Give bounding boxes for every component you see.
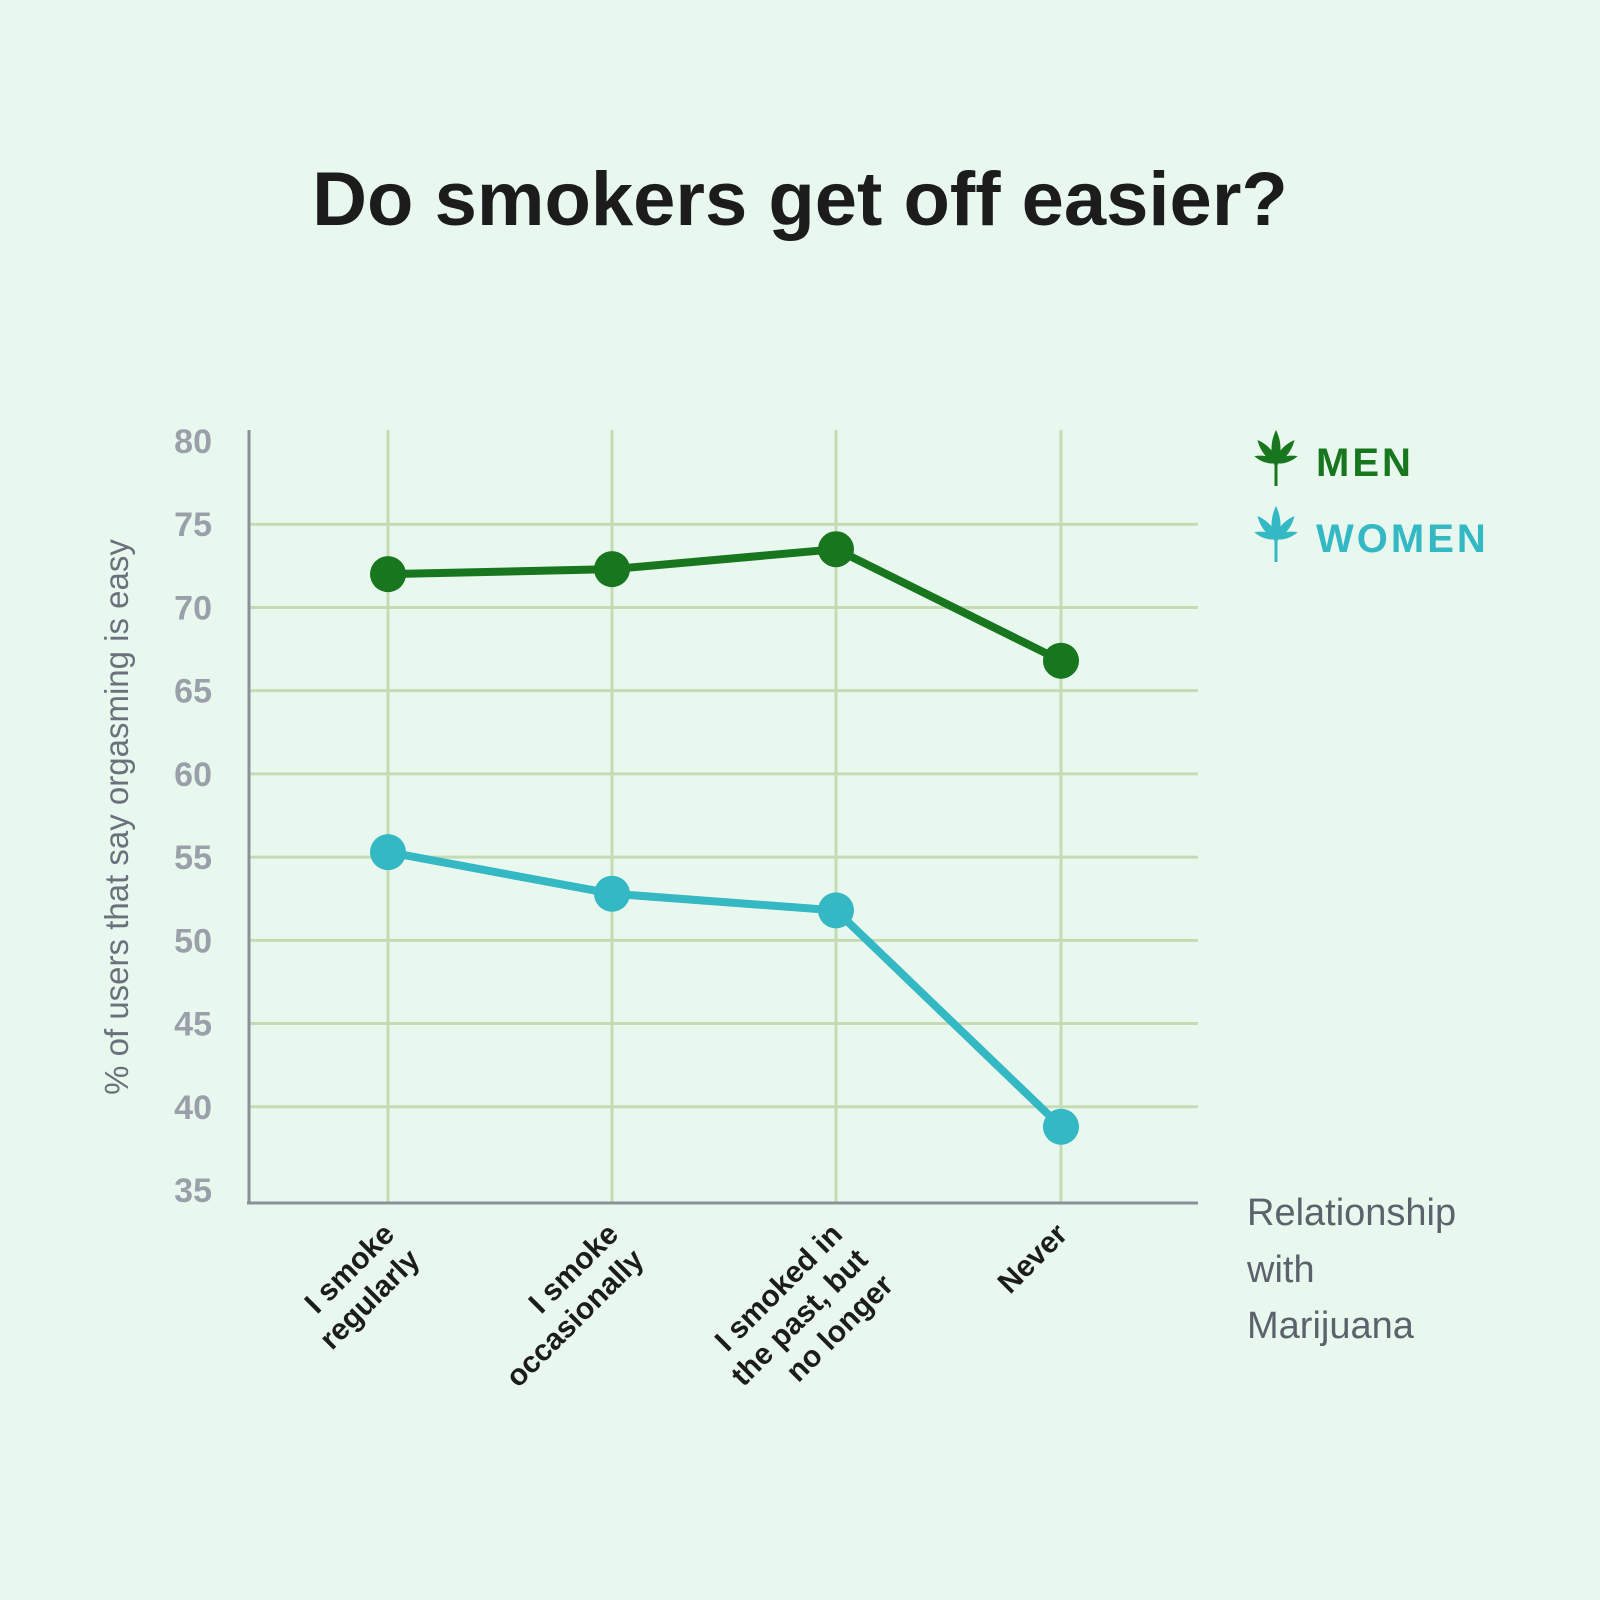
axes (247, 430, 1198, 1205)
x-axis-label-line: Relationship (1247, 1192, 1456, 1234)
x-axis-label-line: Marijuana (1247, 1305, 1415, 1347)
data-point-women (594, 875, 630, 912)
data-point-women (1043, 1108, 1079, 1145)
x-tick-label-text: I smokeregularly (288, 1217, 427, 1356)
x-tick-label: I smokeregularly (288, 1217, 427, 1356)
x-tick-label-text: Never (992, 1217, 1075, 1300)
data-point-men (594, 551, 630, 588)
x-axis-label: Relationship with Marijuana (1246, 1192, 1467, 1347)
series-group (370, 531, 1079, 1145)
x-tick-label-text: I smoked inthe past, butno longer (700, 1217, 901, 1418)
y-tick-labels: 35 40 45 50 55 60 65 70 75 80 (174, 423, 212, 1210)
x-tick-label: I smokeoccasionally (474, 1217, 651, 1394)
chart-title: Do smokers get off easier? (312, 157, 1288, 242)
y-tick-label: 40 (174, 1089, 212, 1127)
data-point-men (370, 556, 406, 593)
data-point-women (370, 834, 406, 871)
data-point-men (818, 531, 854, 568)
y-tick-label: 70 (174, 589, 212, 627)
series-line-women (387, 848, 1064, 1130)
x-tick-labels: I smokeregularly I smokeoccasionally I smo… (288, 1217, 1075, 1418)
x-tick-label-line: Never (992, 1217, 1075, 1300)
x-tick-label-text: I smokeoccasionally (474, 1217, 650, 1393)
y-tick-label: 75 (174, 506, 212, 544)
y-tick-label: 80 (174, 423, 212, 461)
cannabis-leaf-icon (1254, 506, 1298, 562)
y-axis-label: % of users that say orgasming is easy (98, 539, 135, 1095)
legend: MEN WOMEN (1254, 430, 1489, 562)
cannabis-leaf-icon (1254, 430, 1298, 486)
y-tick-label: 50 (174, 922, 212, 960)
series-line-men (387, 545, 1063, 665)
y-tick-label: 45 (174, 1006, 212, 1044)
x-tick-label: Never (992, 1217, 1075, 1300)
data-point-men (1043, 642, 1079, 679)
y-tick-label: 35 (174, 1172, 212, 1210)
y-tick-label: 65 (174, 673, 212, 711)
legend-label-men: MEN (1316, 441, 1414, 485)
data-point-women (818, 892, 854, 929)
x-axis-label-line: with (1246, 1249, 1315, 1291)
x-tick-label: I smoked inthe past, butno longer (700, 1217, 901, 1418)
legend-label-women: WOMEN (1316, 517, 1489, 561)
grid (249, 430, 1198, 1203)
y-tick-label: 60 (174, 756, 212, 794)
y-tick-label: 55 (174, 839, 212, 877)
